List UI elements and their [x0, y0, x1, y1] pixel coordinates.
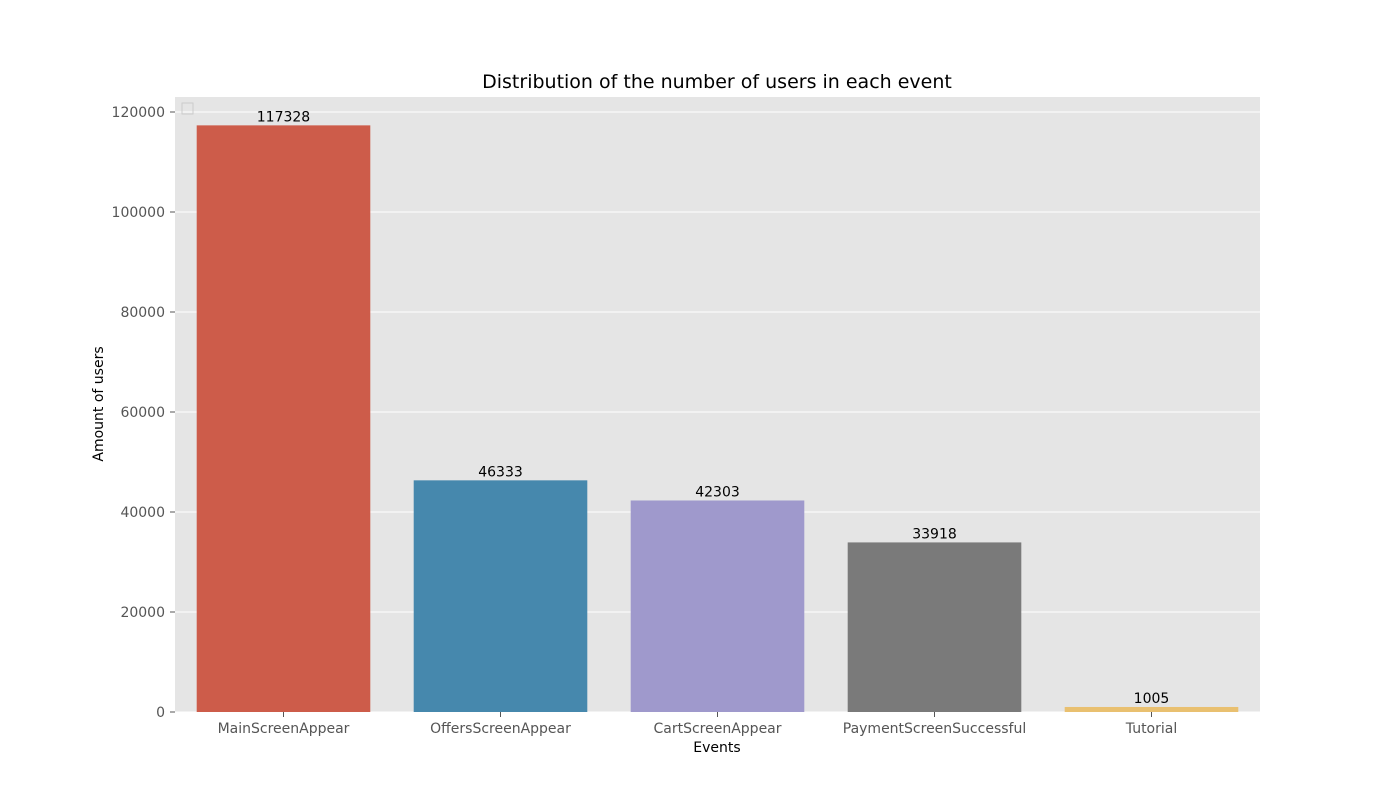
x-tick-label: MainScreenAppear: [218, 721, 350, 737]
y-axis-ticks: 0 20000 40000 60000 80000 100000 120000: [112, 105, 175, 721]
data-labels: 117328 46333 42303 33918 1005: [257, 109, 1170, 707]
y-tick-label: 20000: [120, 605, 165, 621]
bar: [847, 542, 1022, 712]
y-tick-label: 80000: [120, 305, 165, 321]
x-tick-label: CartScreenAppear: [653, 721, 781, 737]
bar: [630, 500, 805, 712]
x-tick-label: PaymentScreenSuccessful: [843, 721, 1026, 737]
bar-value-label: 117328: [257, 109, 310, 125]
x-tick-label: Tutorial: [1125, 721, 1177, 737]
legend-box: [181, 102, 194, 115]
y-axis-label: Amount of users: [91, 346, 107, 461]
bars: [196, 125, 1239, 713]
x-axis-label: Events: [693, 740, 740, 756]
bar: [196, 125, 371, 713]
y-tick-label: 60000: [120, 405, 165, 421]
y-tick-label: 0: [156, 705, 165, 721]
bar: [1064, 706, 1239, 712]
chart-title: Distribution of the number of users in e…: [482, 71, 952, 93]
bar: [413, 480, 588, 712]
x-axis-ticks: MainScreenAppear OffersScreenAppear CartSc…: [218, 712, 1177, 737]
x-tick-label: OffersScreenAppear: [430, 721, 571, 737]
y-tick-label: 120000: [112, 105, 165, 121]
bar-value-label: 46333: [478, 464, 523, 480]
y-tick-label: 40000: [120, 505, 165, 521]
bar-value-label: 42303: [695, 484, 740, 500]
y-tick-label: 100000: [112, 205, 165, 221]
bar-value-label: 33918: [912, 526, 957, 542]
bar-value-label: 1005: [1134, 691, 1170, 707]
